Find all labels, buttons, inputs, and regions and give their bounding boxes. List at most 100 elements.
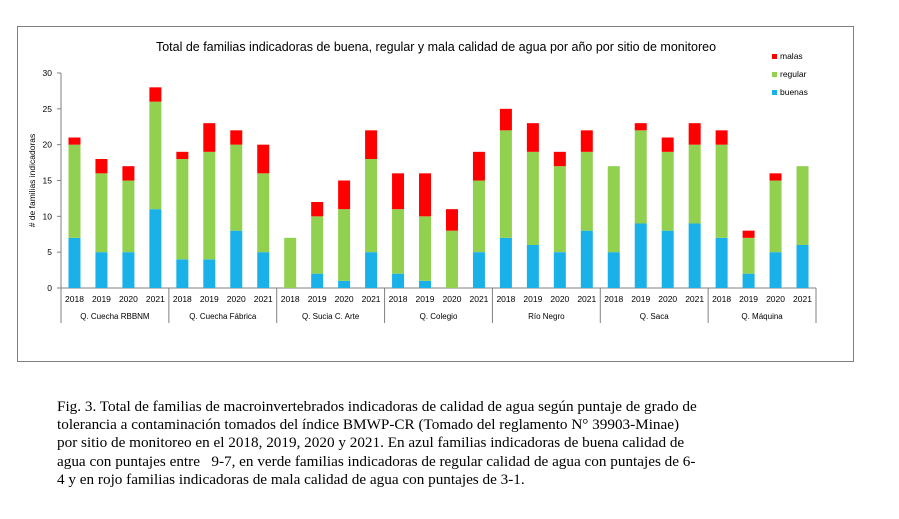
x-tick-label-0: 2018	[65, 294, 84, 304]
x-tick-label-6: 2020	[227, 294, 246, 304]
bar-buenas-13	[419, 280, 432, 288]
bar-malas-9	[311, 202, 324, 217]
bar-malas-11	[365, 130, 378, 159]
group-label-2: Q. Sucia C. Arte	[302, 312, 360, 321]
x-tick-label-23: 2021	[685, 294, 704, 304]
legend-label-regular: regular	[780, 69, 807, 79]
y-tick-label-15: 15	[43, 176, 53, 186]
bar-malas-24	[715, 130, 728, 145]
bar-buenas-16	[499, 237, 512, 288]
bar-malas-6	[230, 130, 243, 145]
bar-buenas-4	[176, 259, 189, 288]
stacked-bar-chart: Total de familias indicadoras de buena, …	[27, 40, 817, 323]
x-tick-label-16: 2018	[496, 294, 515, 304]
bar-regular-6	[230, 144, 243, 231]
bar-buenas-1	[95, 252, 108, 288]
bar-malas-22	[661, 137, 674, 152]
bar-regular-14	[445, 230, 458, 288]
bar-malas-15	[472, 151, 485, 181]
caption-line-2: tolerancia a contaminación tomados del í…	[57, 416, 680, 434]
bar-regular-12	[392, 209, 405, 274]
bar-buenas-21	[634, 223, 647, 288]
x-tick-label-4: 2018	[173, 294, 192, 304]
y-tick-label-5: 5	[47, 247, 52, 257]
x-tick-label-8: 2018	[281, 294, 300, 304]
bar-buenas-15	[472, 252, 485, 288]
bar-buenas-9	[311, 273, 324, 288]
bar-malas-3	[149, 87, 162, 102]
bar-regular-15	[472, 180, 485, 253]
group-label-0: Q. Cuecha RBBNM	[80, 312, 150, 321]
bar-malas-5	[203, 123, 216, 152]
bar-regular-2	[122, 180, 135, 253]
bar-buenas-2	[122, 252, 135, 288]
x-tick-label-12: 2018	[389, 294, 408, 304]
bar-buenas-19	[580, 230, 593, 288]
x-tick-label-21: 2019	[631, 294, 650, 304]
caption-line-1: Fig. 3. Total de familias de macroinvert…	[57, 398, 697, 415]
x-tick-label-9: 2019	[308, 294, 327, 304]
group-label-1: Q. Cuecha Fábrica	[189, 312, 257, 321]
y-tick-label-25: 25	[43, 104, 53, 114]
bar-buenas-23	[688, 223, 701, 288]
chart-title: Total de familias indicadoras de buena, …	[156, 40, 716, 54]
x-tick-label-22: 2020	[658, 294, 677, 304]
bar-regular-24	[715, 144, 728, 238]
bar-buenas-5	[203, 259, 216, 288]
x-tick-label-2: 2020	[119, 294, 138, 304]
x-tick-label-13: 2019	[416, 294, 435, 304]
y-tick-label-10: 10	[43, 211, 53, 221]
x-tick-label-17: 2019	[523, 294, 542, 304]
bar-buenas-22	[661, 230, 674, 288]
bar-buenas-27	[796, 245, 809, 288]
bar-regular-17	[526, 151, 539, 245]
bar-regular-22	[661, 151, 674, 231]
legend-label-malas: malas	[780, 51, 803, 61]
bar-buenas-7	[257, 252, 270, 288]
y-tick-label-30: 30	[43, 68, 53, 78]
bar-malas-7	[257, 144, 270, 174]
x-tick-label-10: 2020	[335, 294, 354, 304]
bar-buenas-11	[365, 252, 378, 288]
x-tick-label-1: 2019	[92, 294, 111, 304]
caption-line-3: por sitio de monitoreo en el 2018, 2019,…	[57, 434, 685, 452]
x-tick-label-14: 2020	[443, 294, 462, 304]
bar-buenas-17	[526, 245, 539, 288]
bar-malas-14	[445, 209, 458, 231]
x-tick-label-19: 2021	[577, 294, 596, 304]
bar-regular-5	[203, 151, 216, 260]
group-label-4: Río Negro	[528, 312, 565, 321]
bar-malas-19	[580, 130, 593, 152]
y-tick-label-20: 20	[43, 140, 53, 150]
bar-regular-0	[68, 144, 81, 238]
bar-malas-1	[95, 159, 108, 174]
bar-regular-25	[742, 237, 755, 274]
group-label-5: Q. Saca	[640, 312, 669, 321]
bar-buenas-3	[149, 209, 162, 288]
bar-malas-21	[634, 123, 647, 131]
bar-buenas-18	[553, 252, 566, 288]
x-tick-label-24: 2018	[712, 294, 731, 304]
bar-buenas-25	[742, 273, 755, 288]
bar-regular-16	[499, 130, 512, 238]
bar-regular-7	[257, 173, 270, 253]
y-axis-title: # de familias indicadoras	[27, 134, 37, 228]
bar-regular-18	[553, 166, 566, 253]
bar-regular-13	[419, 216, 432, 281]
legend-label-buenas: buenas	[780, 87, 808, 97]
x-tick-label-5: 2019	[200, 294, 219, 304]
bar-malas-10	[338, 180, 351, 210]
x-tick-label-15: 2021	[469, 294, 488, 304]
bar-malas-2	[122, 166, 135, 181]
bar-malas-26	[769, 173, 782, 181]
bar-regular-27	[796, 166, 809, 245]
chart-frame: Total de familias indicadoras de buena, …	[17, 26, 854, 362]
legend-swatch-buenas	[772, 90, 777, 95]
bar-regular-19	[580, 151, 593, 231]
bar-malas-18	[553, 151, 566, 167]
bar-malas-17	[526, 123, 539, 152]
group-label-6: Q. Máquina	[741, 312, 783, 321]
legend-swatch-regular	[772, 72, 777, 77]
bar-malas-0	[68, 137, 81, 145]
bar-regular-8	[284, 237, 297, 288]
